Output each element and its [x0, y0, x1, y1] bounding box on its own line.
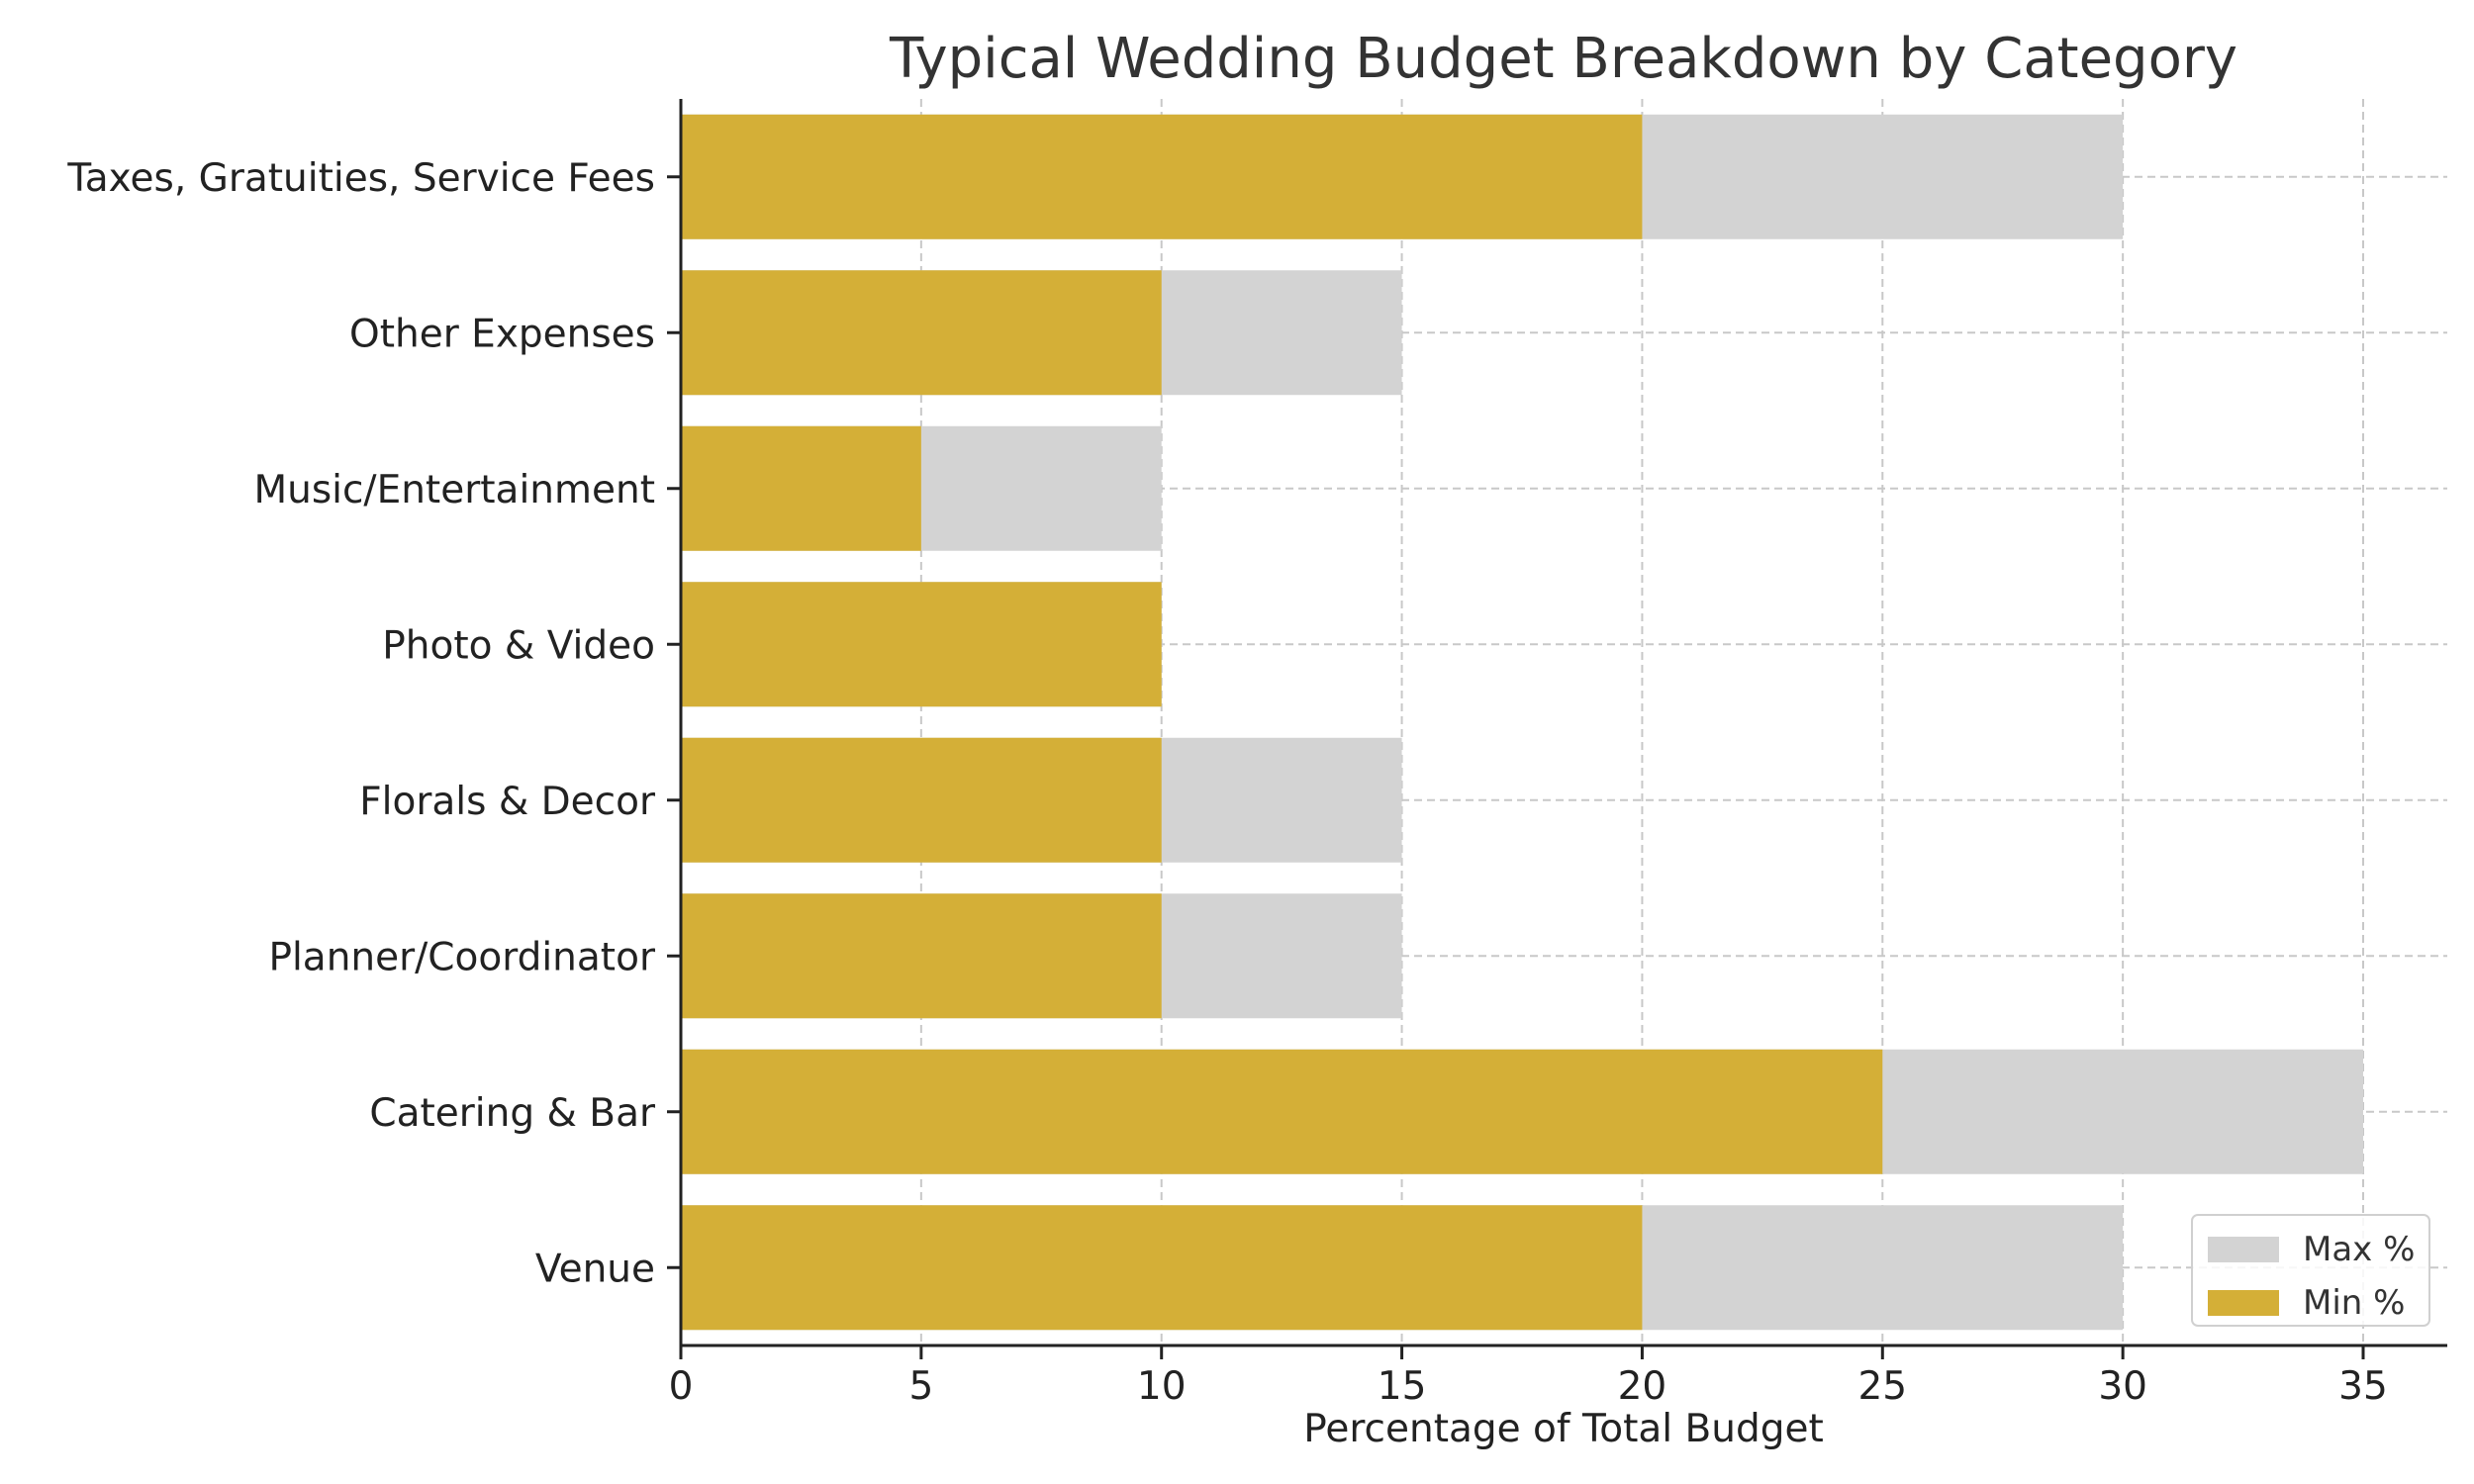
y-tick-label: Music/Entertainment — [253, 468, 655, 512]
y-tick-label: Other Expenses — [349, 312, 655, 356]
min-bar-8 — [681, 114, 1643, 239]
x-tick-label: 35 — [2338, 1364, 2388, 1409]
chart-title: Typical Wedding Budget Breakdown by Cate… — [889, 27, 2237, 91]
legend-label-max: Max % — [2303, 1230, 2415, 1269]
min-bar-3 — [681, 893, 1162, 1019]
min-bar-6 — [681, 425, 921, 551]
legend-label-min: Min % — [2303, 1283, 2405, 1323]
axes — [667, 99, 2447, 1359]
legend-swatch-max — [2208, 1237, 2279, 1262]
bars — [681, 114, 2363, 1331]
y-tick-label: Venue — [535, 1247, 655, 1291]
y-tick-label: Photo & Video — [382, 623, 655, 668]
x-tick-label: 10 — [1137, 1364, 1187, 1409]
legend: Max % Min % — [2191, 1214, 2430, 1327]
y-tick-label: Florals & Decor — [359, 780, 656, 824]
min-bar-2 — [681, 1049, 1883, 1174]
tick-labels: 0 5 10 15 20 25 30 35 Venue Catering & Bar Planner… — [66, 156, 2387, 1409]
x-tick-label: 30 — [2098, 1364, 2147, 1409]
x-tick-label: 15 — [1378, 1364, 1427, 1409]
y-tick-label: Taxes, Gratuities, Service Fees — [66, 156, 655, 201]
legend-swatch-min — [2208, 1290, 2279, 1316]
min-bar-5 — [681, 582, 1162, 707]
x-tick-label: 5 — [908, 1364, 933, 1409]
x-tick-label: 20 — [1618, 1364, 1667, 1409]
min-bar-1 — [681, 1205, 1643, 1331]
y-tick-label: Catering & Bar — [369, 1091, 656, 1136]
y-tick-label: Planner/Coordinator — [268, 935, 656, 979]
x-tick-label: 25 — [1857, 1364, 1907, 1409]
x-tick-label: 0 — [669, 1364, 694, 1409]
x-axis-label: Percentage of Total Budget — [1303, 1407, 1824, 1451]
min-bar-7 — [681, 270, 1162, 396]
min-bar-4 — [681, 737, 1162, 863]
